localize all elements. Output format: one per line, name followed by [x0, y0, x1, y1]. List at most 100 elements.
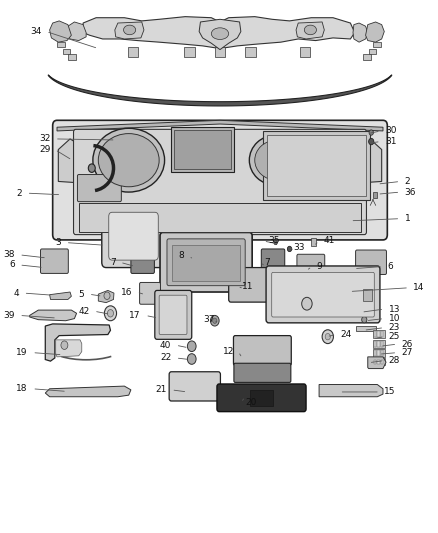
Text: 25: 25	[389, 332, 400, 341]
Bar	[174, 131, 231, 168]
Bar	[381, 332, 383, 337]
Circle shape	[274, 240, 277, 245]
Bar	[373, 359, 385, 366]
Bar	[90, 225, 105, 230]
Polygon shape	[49, 292, 71, 300]
Bar	[215, 47, 225, 56]
Bar	[381, 360, 383, 365]
Text: 35: 35	[268, 237, 279, 246]
Ellipse shape	[93, 128, 165, 192]
Circle shape	[104, 306, 117, 321]
Text: 30: 30	[385, 126, 397, 135]
Ellipse shape	[255, 140, 298, 180]
Polygon shape	[45, 324, 110, 361]
Text: 29: 29	[39, 145, 50, 154]
Bar	[374, 342, 376, 348]
Text: 39: 39	[4, 311, 15, 320]
Polygon shape	[30, 310, 77, 321]
FancyBboxPatch shape	[233, 336, 291, 366]
Circle shape	[187, 354, 196, 365]
FancyBboxPatch shape	[297, 254, 325, 280]
Circle shape	[322, 330, 333, 344]
Text: 41: 41	[323, 237, 335, 246]
FancyBboxPatch shape	[167, 239, 245, 286]
FancyBboxPatch shape	[272, 272, 374, 317]
Text: 23: 23	[389, 323, 400, 332]
Bar	[57, 42, 65, 47]
Bar	[377, 350, 380, 356]
Circle shape	[107, 310, 113, 317]
Text: 6: 6	[9, 261, 15, 269]
Ellipse shape	[304, 25, 317, 35]
Text: 13: 13	[389, 304, 400, 313]
Text: 7: 7	[264, 258, 270, 266]
Polygon shape	[45, 386, 131, 397]
Bar	[155, 225, 170, 230]
FancyBboxPatch shape	[53, 120, 387, 240]
Text: 27: 27	[402, 348, 413, 357]
Text: 5: 5	[79, 289, 85, 298]
FancyBboxPatch shape	[356, 250, 386, 274]
Text: 16: 16	[121, 287, 132, 296]
Bar	[374, 350, 376, 356]
Circle shape	[212, 318, 217, 324]
Polygon shape	[57, 120, 383, 131]
Bar	[46, 256, 50, 260]
FancyBboxPatch shape	[159, 295, 187, 335]
Polygon shape	[49, 21, 71, 42]
Circle shape	[362, 317, 367, 323]
Text: 10: 10	[389, 314, 400, 323]
Circle shape	[61, 341, 68, 350]
Bar	[245, 47, 256, 56]
Bar	[198, 225, 213, 230]
Text: 15: 15	[384, 387, 396, 397]
Bar	[250, 390, 273, 406]
FancyBboxPatch shape	[229, 268, 268, 302]
Bar	[177, 225, 192, 230]
Bar	[356, 326, 376, 332]
Bar	[264, 131, 370, 200]
Polygon shape	[45, 253, 55, 263]
Bar	[264, 225, 279, 230]
Bar	[374, 360, 376, 365]
Bar	[220, 225, 235, 230]
Text: 34: 34	[30, 27, 42, 36]
Circle shape	[210, 316, 219, 326]
Circle shape	[302, 297, 312, 310]
Polygon shape	[58, 139, 74, 182]
Polygon shape	[366, 22, 384, 42]
Bar	[111, 225, 127, 230]
Text: 1: 1	[405, 214, 410, 223]
Bar	[63, 49, 71, 54]
Bar	[373, 349, 385, 357]
FancyBboxPatch shape	[261, 249, 285, 273]
Circle shape	[287, 246, 292, 252]
Bar	[133, 225, 148, 230]
Text: 2: 2	[17, 189, 22, 198]
Circle shape	[88, 164, 95, 172]
Text: 24: 24	[341, 330, 352, 339]
Bar	[307, 225, 322, 230]
Bar	[373, 330, 385, 338]
Bar	[364, 289, 372, 301]
FancyBboxPatch shape	[40, 249, 68, 273]
Text: 4: 4	[14, 288, 19, 297]
Polygon shape	[319, 384, 383, 397]
Bar	[381, 350, 383, 356]
FancyBboxPatch shape	[74, 130, 367, 235]
Ellipse shape	[124, 25, 136, 35]
Text: 8: 8	[179, 252, 184, 260]
Text: 28: 28	[389, 356, 400, 365]
Polygon shape	[368, 357, 386, 368]
Bar	[68, 54, 76, 60]
Bar	[267, 135, 366, 196]
Text: 26: 26	[402, 340, 413, 349]
Bar	[364, 54, 371, 60]
Text: 40: 40	[160, 341, 171, 350]
Bar	[377, 360, 380, 365]
FancyBboxPatch shape	[234, 364, 291, 382]
Text: 11: 11	[242, 281, 253, 290]
Bar	[300, 47, 310, 56]
Text: 38: 38	[4, 251, 15, 260]
Bar	[350, 225, 366, 230]
